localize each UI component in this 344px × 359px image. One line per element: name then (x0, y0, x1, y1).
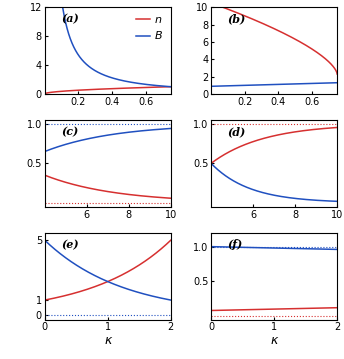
Text: (e): (e) (61, 239, 79, 250)
Text: (a): (a) (61, 13, 79, 24)
Text: (d): (d) (227, 126, 246, 137)
X-axis label: κ: κ (104, 334, 111, 347)
Text: (b): (b) (227, 13, 246, 24)
Text: (c): (c) (61, 126, 78, 137)
Text: (f): (f) (227, 239, 243, 250)
Legend: $n$, $B$: $n$, $B$ (134, 13, 165, 44)
X-axis label: κ: κ (270, 334, 278, 347)
